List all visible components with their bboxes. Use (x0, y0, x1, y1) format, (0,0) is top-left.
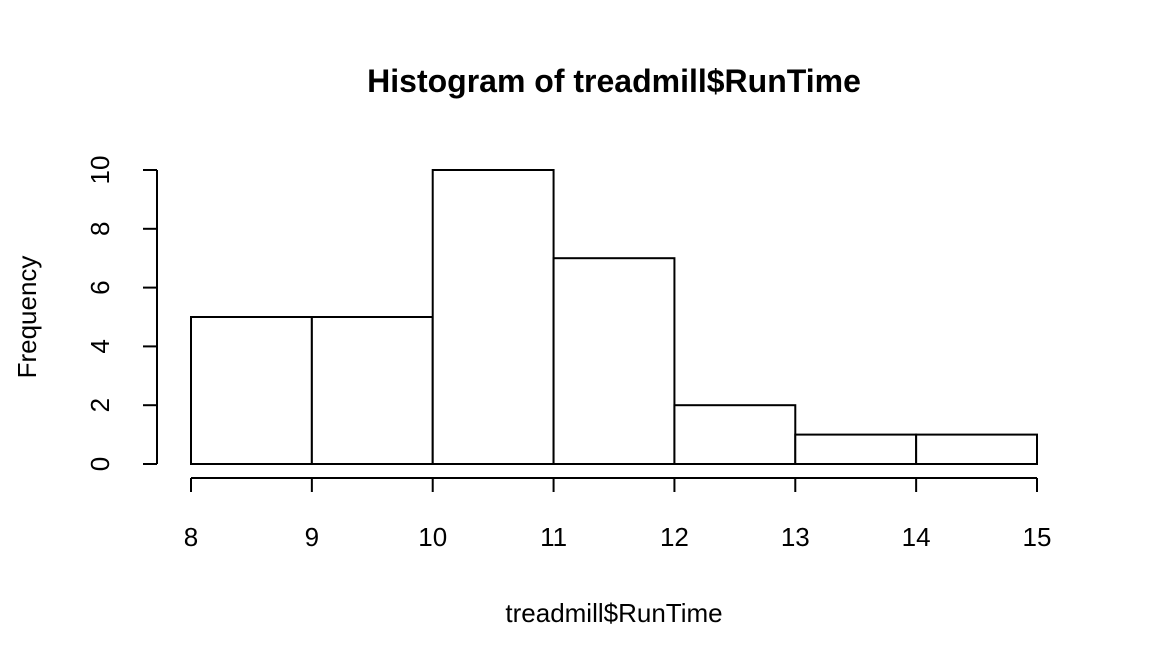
histogram-bar (673, 404, 797, 466)
histogram-bar (190, 316, 313, 465)
x-tick-label: 10 (418, 522, 447, 552)
y-tick-label: 6 (85, 280, 115, 294)
y-tick-label: 2 (85, 398, 115, 412)
y-tick-label: 8 (85, 222, 115, 236)
x-tick-label: 12 (660, 522, 689, 552)
histogram-bar (552, 257, 676, 466)
x-tick-label: 14 (902, 522, 931, 552)
x-axis-label: treadmill$RunTime (505, 598, 722, 628)
y-tick-label: 4 (85, 339, 115, 353)
histogram-bar (915, 433, 1039, 466)
x-tick-label: 13 (781, 522, 810, 552)
y-tick-label: 0 (85, 457, 115, 471)
bars-group (190, 169, 1039, 466)
x-axis: 8 9 10 11 12 13 14 15 (184, 477, 1052, 552)
y-axis-label: Frequency (12, 256, 42, 379)
x-tick-label: 15 (1023, 522, 1052, 552)
histogram-bar (431, 169, 555, 465)
y-axis: 0 2 4 6 8 10 (85, 156, 158, 471)
x-tick-label: 8 (184, 522, 198, 552)
chart-title: Histogram of treadmill$RunTime (367, 63, 861, 99)
y-tick-label: 10 (85, 156, 115, 185)
x-tick-label: 11 (540, 522, 567, 552)
histogram-bar (794, 433, 918, 466)
x-tick-label: 9 (305, 522, 319, 552)
histogram-bar (310, 316, 434, 465)
